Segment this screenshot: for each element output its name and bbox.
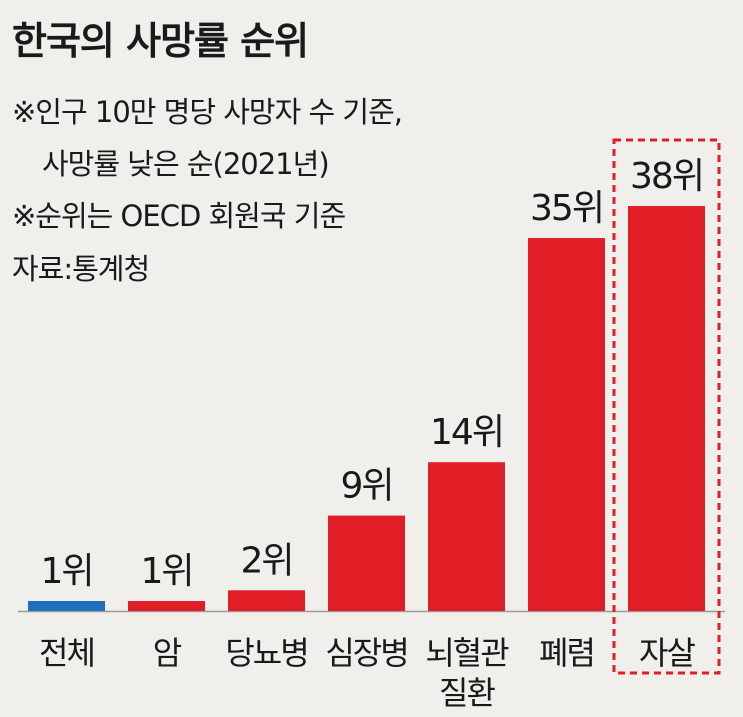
source-note: 자료:통계청 <box>12 252 150 286</box>
note-line-2: 사망률 낮은 순(2021년) <box>42 147 330 181</box>
category-label-6: 자살 <box>639 634 695 672</box>
data-label-6: 38위 <box>630 156 703 197</box>
bar-4 <box>428 462 505 611</box>
bar-2 <box>228 590 305 611</box>
data-label-5: 35위 <box>530 188 603 229</box>
category-label-3: 심장병 <box>325 634 407 672</box>
highlight-frame <box>612 138 721 675</box>
chart-notes: ※인구 10만 명당 사망자 수 기준, 사망률 낮은 순(2021년) ※순위… <box>12 86 403 242</box>
bar-0 <box>28 601 105 611</box>
note-line-1: ※인구 10만 명당 사망자 수 기준, <box>12 95 403 129</box>
data-label-4: 14위 <box>430 412 503 453</box>
data-label-0: 1위 <box>40 551 92 592</box>
bar-5 <box>528 238 605 611</box>
bar-6 <box>628 206 705 611</box>
category-label-4-0: 뇌혈관 <box>425 634 509 672</box>
data-label-1: 1위 <box>140 551 192 592</box>
category-label-1: 암 <box>153 634 182 672</box>
category-label-2: 당뇨병 <box>225 634 307 672</box>
data-label-3: 9위 <box>340 466 392 507</box>
category-label-4-1: 질환 <box>439 674 495 712</box>
data-label-2: 2위 <box>240 540 292 581</box>
category-label-0: 전체 <box>39 634 94 672</box>
note-line-3: ※순위는 OECD 회원국 기준 <box>12 199 346 233</box>
bar-1 <box>128 601 205 611</box>
category-label-5: 폐렴 <box>539 634 594 672</box>
chart-title: 한국의 사망률 순위 <box>12 19 309 63</box>
bar-3 <box>328 515 405 611</box>
